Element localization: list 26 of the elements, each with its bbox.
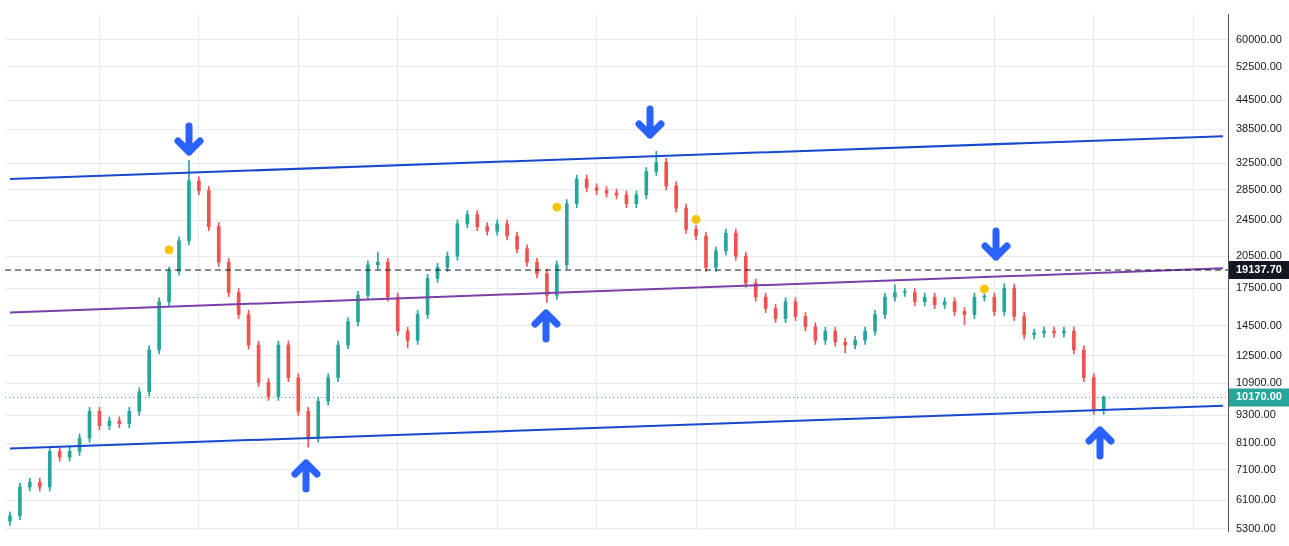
point — [552, 202, 562, 212]
y-tick-label: 10900.00 — [1236, 376, 1282, 389]
y-tick-label: 7100.00 — [1236, 462, 1276, 475]
ref-line-label: 19137.70 — [1236, 263, 1282, 276]
y-tick-label: 44500.00 — [1236, 93, 1282, 106]
y-tick-label: 28500.00 — [1236, 182, 1282, 195]
y-tick-label: 14500.00 — [1236, 318, 1282, 331]
y-tick-label: 6100.00 — [1236, 493, 1276, 506]
y-tick-label: 52500.00 — [1236, 59, 1282, 72]
point — [979, 284, 989, 294]
y-tick-label: 32500.00 — [1236, 156, 1282, 169]
ref-line-label: 10170.00 — [1236, 390, 1282, 403]
candlestick — [843, 337, 848, 353]
y-tick-label: 17500.00 — [1236, 281, 1282, 294]
point — [164, 245, 174, 255]
y-tick-label: 20500.00 — [1236, 249, 1282, 262]
point — [691, 214, 701, 224]
y-tick-label: 12500.00 — [1236, 348, 1282, 361]
y-tick-label: 5300.00 — [1236, 521, 1276, 534]
y-tick-label: 60000.00 — [1236, 32, 1282, 45]
y-tick-label: 38500.00 — [1236, 122, 1282, 135]
y-tick-label: 8100.00 — [1236, 436, 1276, 449]
candlestick — [376, 251, 380, 270]
y-tick-label: 24500.00 — [1236, 213, 1282, 226]
candlestick — [903, 288, 907, 297]
y-tick-label: 9300.00 — [1236, 408, 1276, 421]
